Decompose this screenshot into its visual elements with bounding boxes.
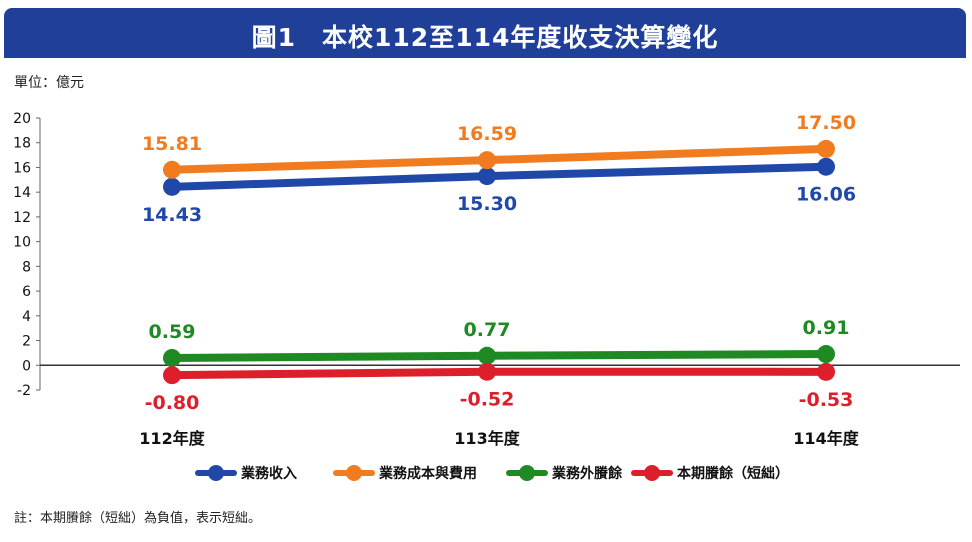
title-banner: 圖1 本校112至114年度收支決算變化 <box>4 8 966 58</box>
data-label: 0.59 <box>149 321 196 343</box>
y-tick-label: 4 <box>22 309 31 325</box>
y-tick-label: -2 <box>17 383 31 399</box>
y-tick-label: 8 <box>22 259 31 275</box>
data-point <box>478 167 496 186</box>
data-point <box>163 177 181 196</box>
data-label: -0.80 <box>145 392 200 414</box>
y-tick-label: 20 <box>13 111 31 127</box>
data-label: -0.53 <box>799 389 854 411</box>
x-tick-label: 113年度 <box>454 429 520 448</box>
data-point <box>163 160 181 179</box>
data-point <box>817 139 835 158</box>
data-label: 17.50 <box>796 112 856 134</box>
x-tick-label: 114年度 <box>793 429 859 448</box>
series-line-2 <box>168 350 830 362</box>
data-point <box>478 151 496 170</box>
y-tick-label: 18 <box>13 136 31 152</box>
legend-swatch-marker <box>644 465 660 481</box>
legend-label: 業務成本與費用 <box>378 465 477 482</box>
legend-label: 業務收入 <box>240 465 297 482</box>
data-label: 15.81 <box>142 133 202 155</box>
legend-swatch-marker <box>208 465 224 481</box>
y-tick-label: 12 <box>13 210 31 226</box>
data-label: 0.91 <box>803 317 850 339</box>
y-tick-label: 14 <box>13 185 31 201</box>
legend-label: 本期賸餘（短絀） <box>677 465 789 482</box>
x-tick-label: 112年度 <box>139 429 205 448</box>
data-point <box>478 362 496 381</box>
data-point <box>817 157 835 176</box>
footnote: 註：本期賸餘（短絀）為負值，表示短絀。 <box>14 511 262 526</box>
data-label: 15.30 <box>457 193 517 215</box>
data-point <box>817 345 835 364</box>
unit-label: 單位：億元 <box>14 75 84 91</box>
legend-label: 業務外賸餘 <box>551 465 623 482</box>
legend-swatch-marker <box>519 465 535 481</box>
chart-title: 圖1 本校112至114年度收支決算變化 <box>251 23 719 52</box>
legend-swatch-marker <box>346 465 362 481</box>
y-tick-label: 6 <box>22 284 31 300</box>
data-label: -0.52 <box>460 389 515 411</box>
y-tick-label: 10 <box>13 235 31 251</box>
data-point <box>163 366 181 385</box>
data-point <box>817 362 835 381</box>
y-tick-label: 0 <box>22 358 31 374</box>
y-tick-label: 16 <box>13 160 31 176</box>
y-tick-label: 2 <box>22 334 31 350</box>
series-line-3 <box>168 367 830 380</box>
data-label: 16.06 <box>796 184 856 206</box>
data-label: 14.43 <box>142 204 202 226</box>
data-label: 16.59 <box>457 123 517 145</box>
data-label: 0.77 <box>464 319 511 341</box>
data-point <box>478 346 496 365</box>
data-point <box>163 348 181 367</box>
